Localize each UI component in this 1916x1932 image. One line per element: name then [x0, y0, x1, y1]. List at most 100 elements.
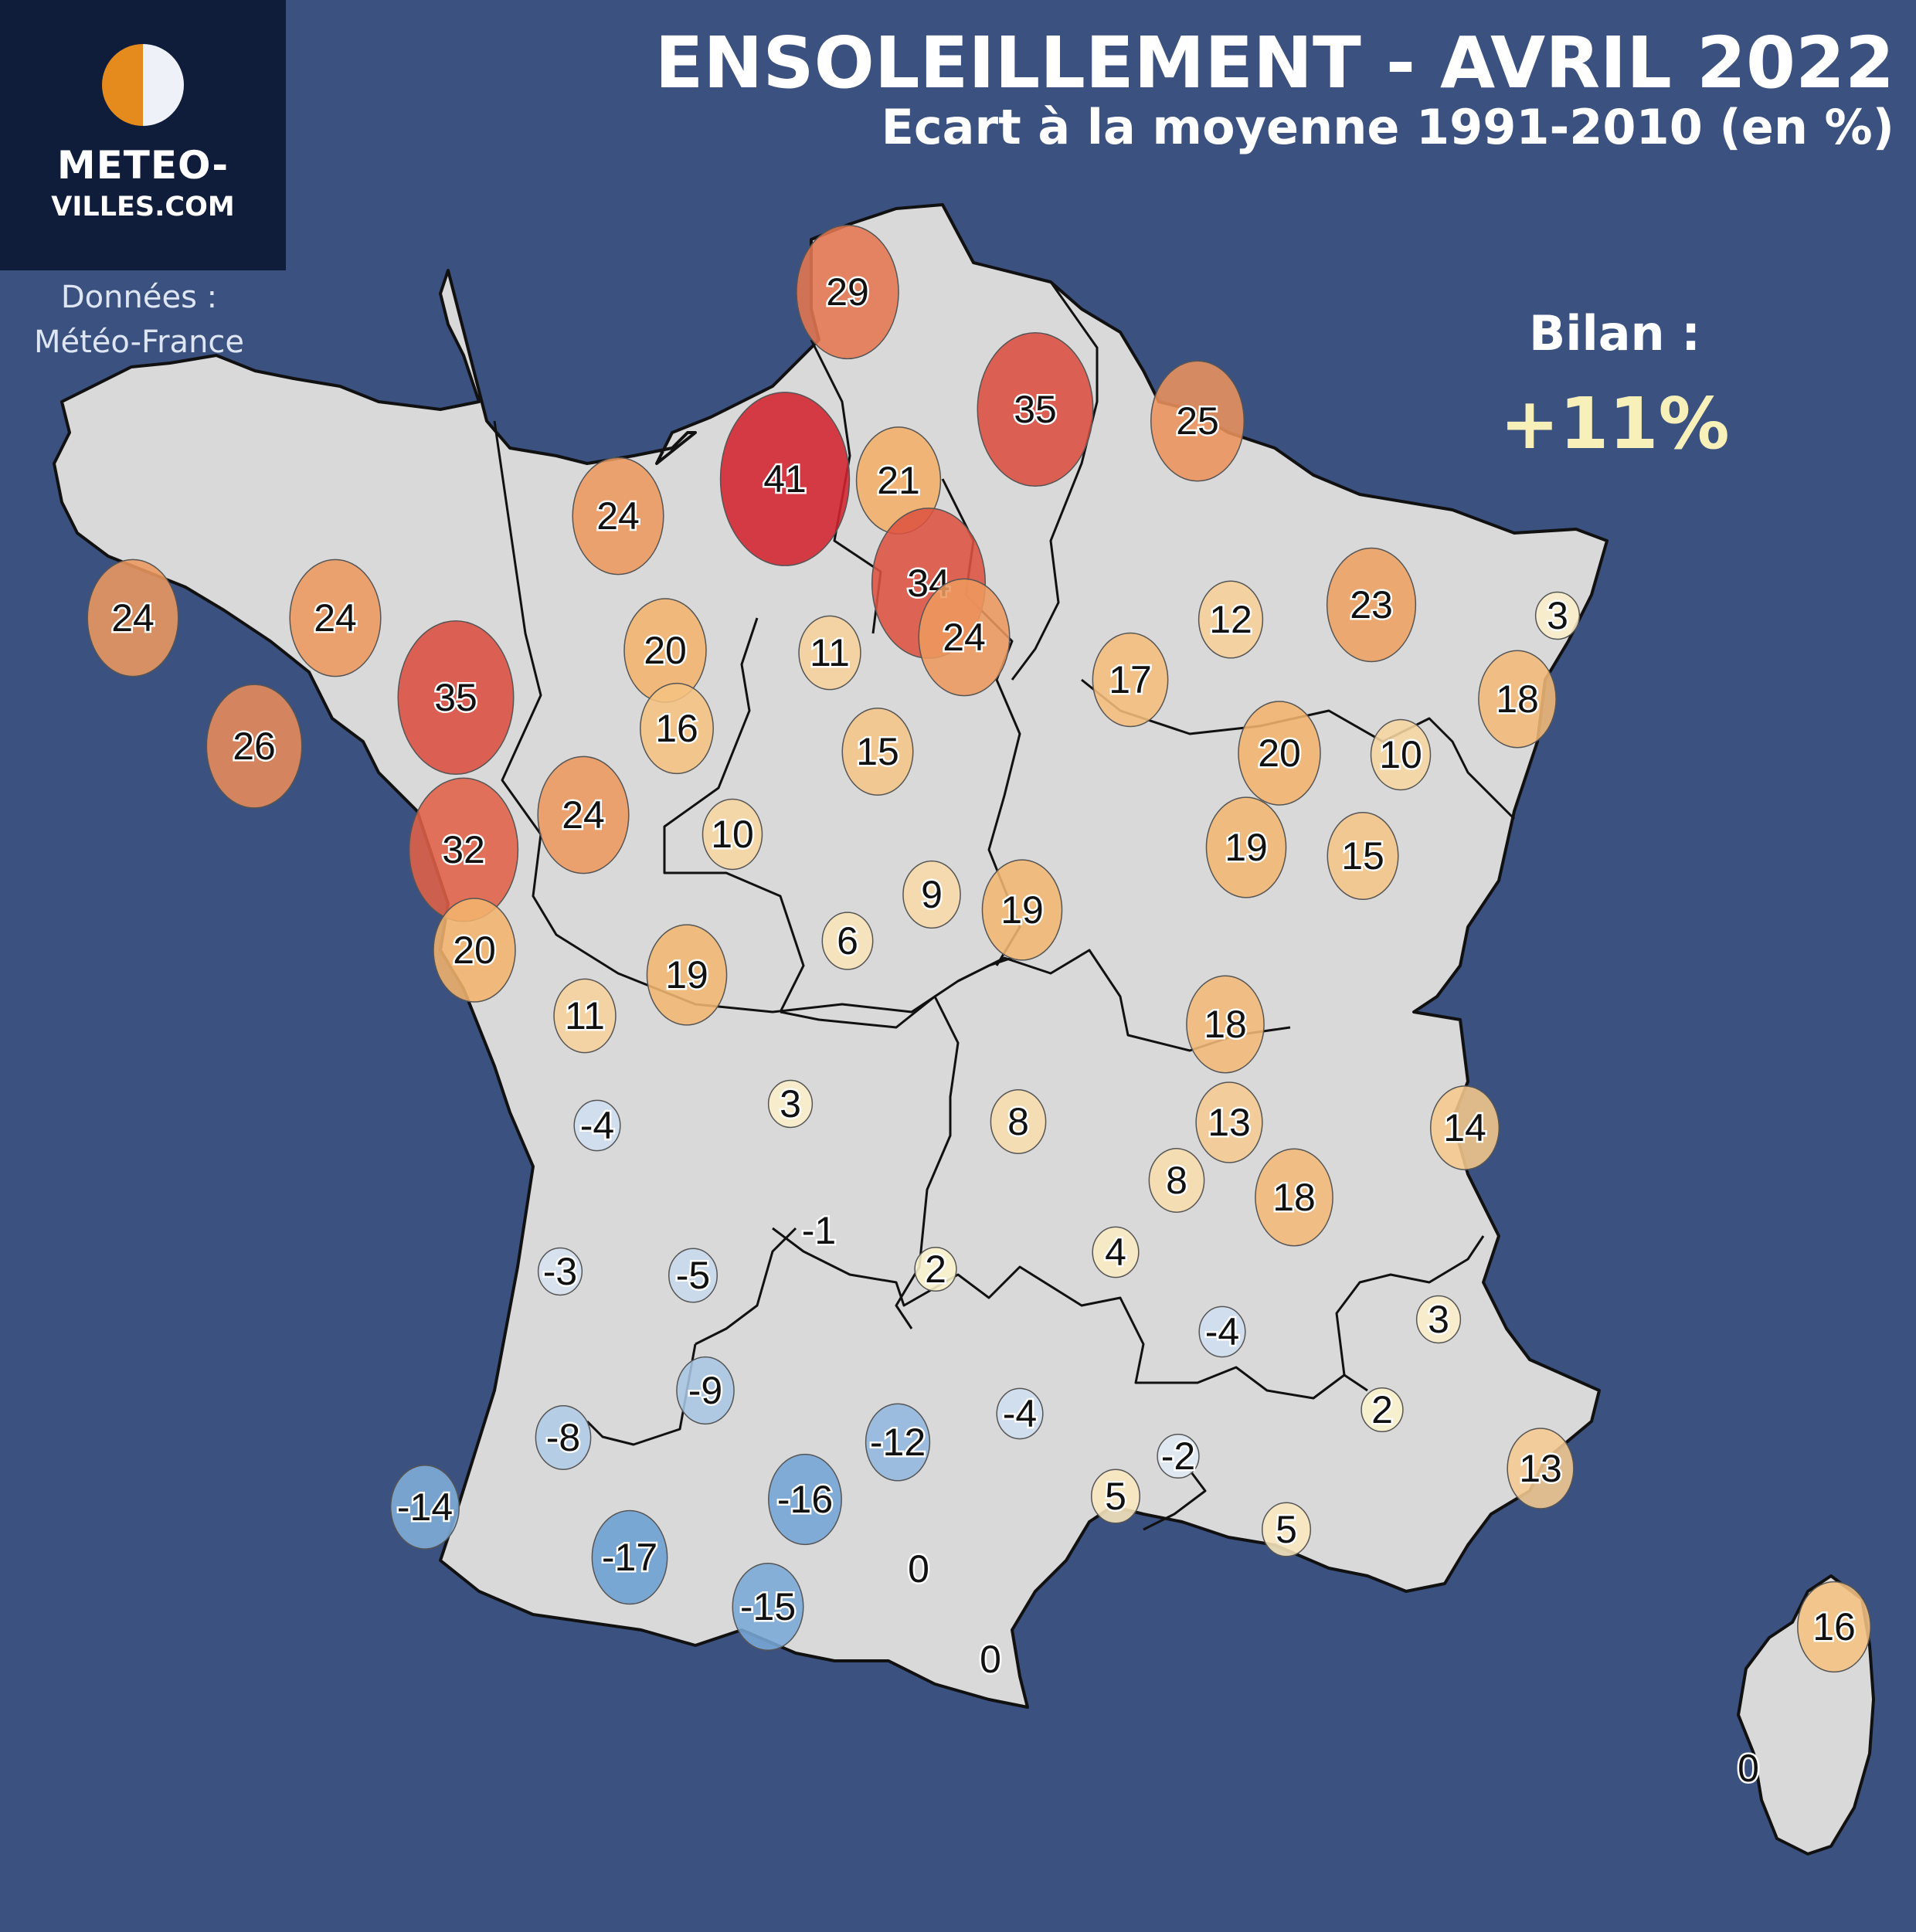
- station-label-bourges: 6: [837, 919, 858, 963]
- station-bubble-tours: [702, 798, 763, 871]
- station-bubble-lyon: [1195, 1081, 1263, 1163]
- station-label-troyes: 17: [1109, 658, 1152, 701]
- station-label-tours: 10: [711, 813, 754, 856]
- station-label-nantes: 32: [442, 828, 485, 871]
- logo-line2: VILLES.COM: [51, 192, 235, 222]
- station-bubble-dole: [1205, 796, 1287, 898]
- station-label-bordeaux: -3: [543, 1250, 577, 1293]
- station-label-biarritz: -14: [397, 1486, 453, 1529]
- map-subtitle: Ecart à la moyenne 1991-2010 (en %): [881, 99, 1894, 155]
- station-bubble-rennes: [397, 620, 515, 775]
- station-bubble-strasbourg: [1534, 591, 1581, 640]
- station-bubble-charleville: [1150, 360, 1245, 482]
- station-label-nimes: -2: [1161, 1435, 1195, 1478]
- station-bubble-montpellier: [1091, 1469, 1140, 1524]
- station-bubble-saint-etienne: [1148, 1148, 1205, 1213]
- station-bubble-quimper: [206, 684, 303, 809]
- station-bubble-vichy: [990, 1089, 1047, 1154]
- station-label-brive: -1: [802, 1209, 836, 1252]
- station-label-orange: 2: [1371, 1388, 1393, 1431]
- station-label-poitiers: 11: [565, 994, 605, 1037]
- station-label-le-mans: 16: [655, 707, 698, 750]
- station-label-reims: 24: [943, 616, 986, 659]
- region-border: [695, 1227, 797, 1346]
- station-label-grenoble: 18: [1272, 1176, 1316, 1219]
- region-border: [772, 1227, 1368, 1400]
- station-bubble-tarbes: [591, 1509, 668, 1605]
- station-bubble-chartres: [798, 615, 861, 691]
- station-bubble-angers: [537, 755, 630, 874]
- station-label-nice: 13: [1519, 1447, 1562, 1490]
- region-border: [1335, 1235, 1485, 1376]
- station-bubble-saint-brieuc: [289, 559, 382, 677]
- station-label-ajaccio: 0: [1738, 1747, 1759, 1790]
- station-bubble-saint-girons: [732, 1563, 804, 1651]
- station-bubble-limoges: [767, 1079, 814, 1129]
- logo-box: METEO- VILLES.COM: [0, 0, 286, 270]
- station-bubble-brest: [87, 559, 179, 677]
- station-bubble-montelimar: [1198, 1306, 1246, 1358]
- station-bubble-caen: [572, 457, 664, 576]
- station-label-langres: 20: [1258, 732, 1301, 775]
- station-label-saint-quentin: 35: [1014, 388, 1057, 431]
- station-label-dole: 19: [1225, 826, 1268, 869]
- station-label-chateauroux: 19: [665, 953, 708, 997]
- station-bubble-aurillac: [914, 1246, 957, 1292]
- station-label-perpignan: 0: [980, 1638, 1001, 1681]
- region-border: [1081, 678, 1516, 820]
- station-bubble-nancy: [1326, 547, 1417, 663]
- station-label-chambery: 14: [1443, 1106, 1486, 1149]
- station-bubble-chateauroux: [646, 924, 728, 1026]
- region-border: [1011, 281, 1099, 681]
- station-label-abbeville: 29: [826, 270, 869, 314]
- station-label-cognac: -4: [580, 1104, 614, 1147]
- station-label-la-roche: 20: [453, 929, 496, 972]
- station-label-besancon-n: 10: [1379, 733, 1422, 776]
- station-bubble-saint-quentin: [977, 332, 1094, 487]
- station-bubble-le-puy: [1092, 1226, 1140, 1278]
- station-bubble-dijon: [981, 859, 1063, 961]
- station-bubble-millau: [996, 1387, 1044, 1440]
- station-label-montpellier: 5: [1105, 1475, 1126, 1518]
- station-label-bastia: 16: [1812, 1605, 1856, 1648]
- station-label-besancon: 15: [1341, 834, 1384, 878]
- station-label-dijon: 19: [1000, 888, 1044, 932]
- station-label-embrun: 3: [1428, 1298, 1449, 1341]
- region-border: [780, 995, 960, 1329]
- map-title: ENSOLEILLEMENT - AVRIL 2022: [654, 22, 1894, 104]
- station-bubble-rouen: [719, 392, 851, 566]
- station-bubble-le-mans: [640, 682, 714, 775]
- station-label-carcassonne: 0: [908, 1547, 929, 1591]
- station-bubble-mont-de-marsan: [535, 1405, 592, 1470]
- station-label-quimper: 26: [233, 725, 276, 768]
- station-label-marseille: 5: [1276, 1508, 1297, 1551]
- station-bubble-bastia: [1797, 1581, 1871, 1673]
- station-bubble-embrun: [1415, 1295, 1462, 1344]
- sun-logo-icon: [102, 44, 184, 126]
- station-label-charleville: 25: [1176, 399, 1219, 443]
- station-label-agen: -9: [688, 1369, 722, 1412]
- station-label-alencon: 20: [644, 629, 687, 672]
- station-bubble-agen: [676, 1356, 735, 1425]
- station-bubble-besancon-n: [1370, 718, 1432, 791]
- station-label-metz: 12: [1209, 598, 1252, 641]
- station-label-chartres: 11: [810, 631, 850, 674]
- region-borders: [493, 281, 1516, 1531]
- station-label-aurillac: 2: [925, 1248, 946, 1291]
- source-line2: Météo-France: [33, 324, 245, 360]
- station-bubble-nimes: [1157, 1433, 1200, 1479]
- station-bubble-toulouse: [768, 1453, 842, 1546]
- station-label-toulouse: -16: [777, 1478, 833, 1521]
- summary-label: Bilan :: [1528, 305, 1701, 362]
- station-label-colmar: 18: [1496, 677, 1539, 721]
- source-line1: Données :: [60, 280, 218, 315]
- station-label-macon: 18: [1204, 1003, 1247, 1046]
- station-bubble-macon: [1186, 975, 1265, 1074]
- station-label-lyon: 13: [1208, 1101, 1251, 1144]
- station-bubble-nice: [1507, 1428, 1575, 1509]
- station-label-tarbes: -17: [602, 1536, 657, 1579]
- logo-line1: METEO-: [56, 143, 229, 188]
- station-bubble-bergerac: [668, 1248, 718, 1303]
- station-bubble-langres: [1238, 701, 1321, 806]
